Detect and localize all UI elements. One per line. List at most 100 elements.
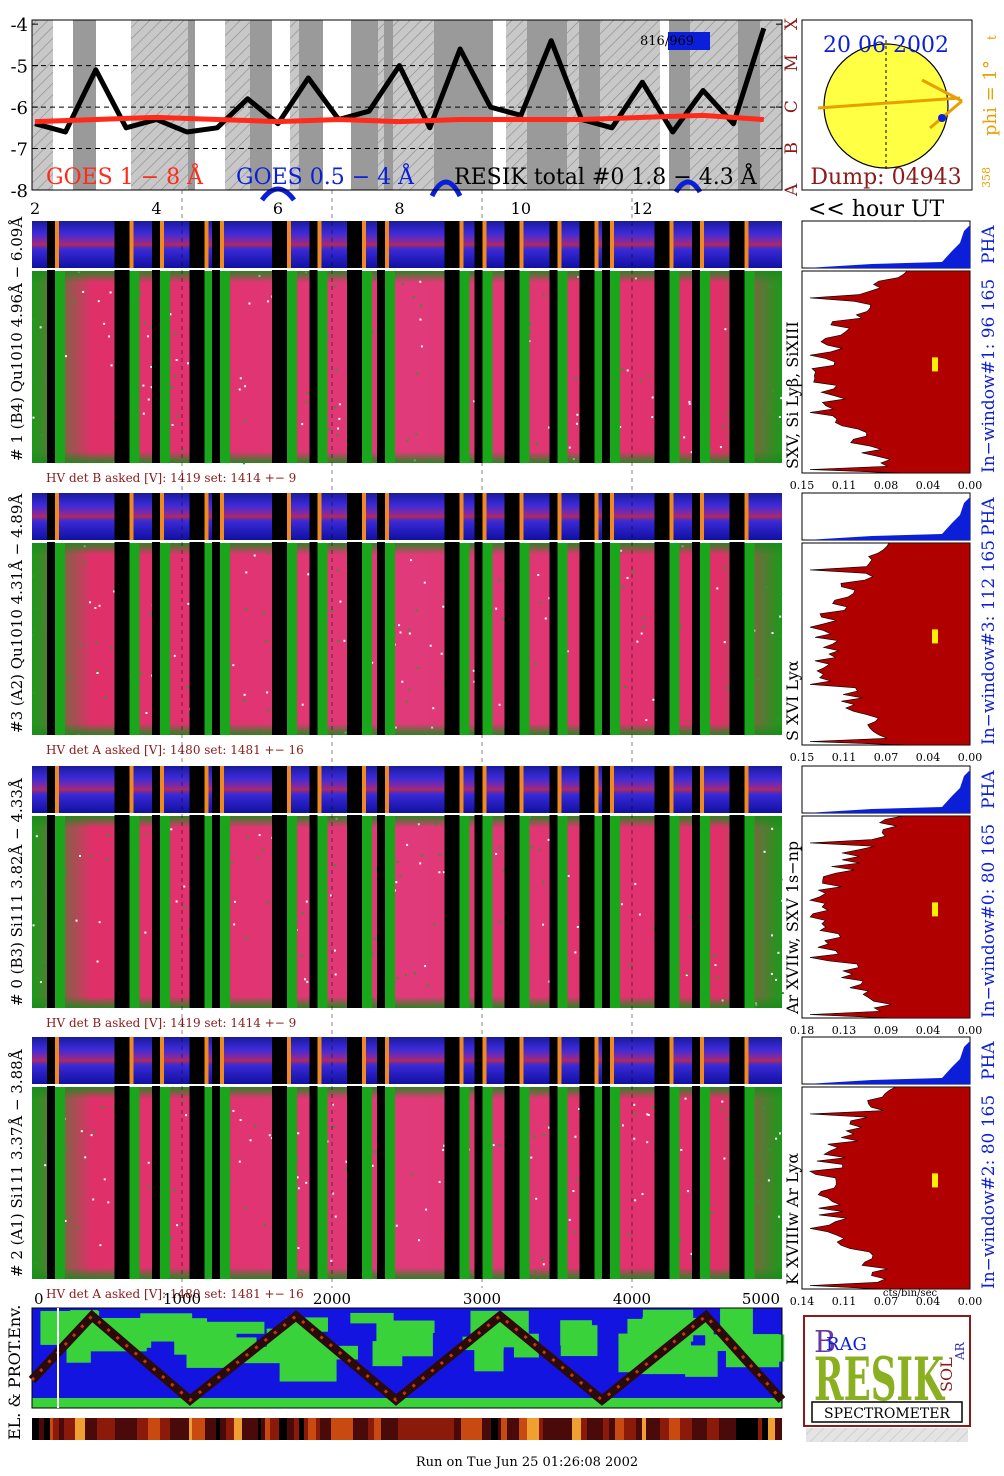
no-data-gap (579, 1037, 595, 1279)
pha-transition (744, 1037, 749, 1084)
profile-x-tick-label: 0.04 (916, 1024, 941, 1037)
environment-strip-cell (356, 1418, 368, 1440)
pha-transition (55, 493, 59, 540)
profile-x-tick-label: 0.07 (874, 1295, 899, 1308)
profile-x-tick-label: 0.07 (874, 751, 899, 764)
bin-x-tick-label: 0 (34, 1290, 44, 1308)
no-data-gap (504, 766, 520, 1008)
green-transition (700, 543, 710, 735)
pha-histogram (806, 497, 970, 540)
green-transition (317, 271, 328, 463)
hv-status: HV det B asked [V]: 1419 set: 1414 +− 9 (46, 471, 296, 485)
green-transition (610, 271, 620, 463)
counter-marker (668, 32, 710, 50)
no-data-gap (444, 766, 460, 1008)
pha-transition (594, 766, 599, 813)
pha-transition (362, 1037, 366, 1084)
green-transition (287, 1087, 297, 1279)
series-goes-short (429, 179, 463, 198)
orbit-shade-band (567, 20, 579, 190)
environment-strip-cell (624, 1418, 636, 1440)
no-data-gap (377, 1037, 385, 1279)
orbit-shade-band (73, 20, 96, 190)
profile-x-tick-label: 0.00 (958, 751, 983, 764)
green-transition (220, 271, 230, 463)
hv-status: HV det B asked [V]: 1419 set: 1414 +− 9 (46, 1016, 296, 1030)
pha-transition (519, 766, 524, 813)
no-data-gap (114, 493, 130, 735)
orbit-shade-band (131, 20, 142, 190)
hour-tick-label: 8 (394, 199, 404, 218)
environment-strip-cell (331, 1418, 334, 1440)
line-identification: SXV, Si Lyβ, SiXIII (783, 321, 802, 469)
environment-strip-cell (279, 1418, 287, 1440)
environment-strip-cell (122, 1418, 132, 1440)
orbit-shade-band (393, 20, 408, 190)
orbit-shade-band (579, 20, 600, 190)
green-transition (287, 271, 297, 463)
environment-strip-cell (431, 1418, 442, 1440)
no-data-gap (272, 493, 287, 735)
pha-transition (610, 493, 614, 540)
orbit-shade-band (669, 20, 690, 190)
orbit-shade-band (600, 20, 617, 190)
no-data-gap (549, 766, 558, 1008)
pha-transition (287, 221, 291, 268)
green-transition (482, 1087, 493, 1279)
green-transition (459, 1087, 470, 1279)
flare-class-label: X (782, 17, 802, 30)
no-data-gap (189, 1037, 205, 1279)
green-transition (459, 543, 470, 735)
environment-strip-cell (320, 1418, 331, 1440)
green-transition (669, 271, 680, 463)
green-transition (557, 1087, 568, 1279)
environment-strip-cell (442, 1418, 454, 1440)
pha-transition (610, 766, 614, 813)
logo-spectrometer: SPECTROMETER (824, 1406, 950, 1422)
environment-strip-cell (220, 1418, 226, 1440)
no-data-gap (504, 221, 520, 463)
bin-x-tick-label: 1000 (163, 1290, 201, 1308)
environment-strip-cell (183, 1418, 189, 1440)
environment-strip-cell (642, 1418, 646, 1440)
goes-y-tick-label: -8 (10, 181, 28, 202)
hour-tick-label: 12 (632, 199, 652, 218)
no-data-gap (47, 1037, 55, 1279)
legend-goes-short: GOES 0.5 − 4 Å (236, 162, 415, 190)
pha-transition (459, 1037, 464, 1084)
no-data-gap (729, 1037, 745, 1279)
profile-x-tick-label: 0.18 (790, 1024, 815, 1037)
no-data-gap (152, 493, 160, 735)
pha-label: PHA (979, 1041, 999, 1080)
green-transition (557, 816, 568, 1008)
environment-strip-cell (234, 1418, 242, 1440)
environment-green-patch (372, 1341, 403, 1367)
pha-transition (594, 221, 599, 268)
hv-status: HV det A asked [V]: 1480 set: 1481 +− 16 (46, 743, 304, 757)
pha-transition (557, 766, 562, 813)
orbit-shade-band (760, 20, 772, 190)
orbit-shade-band (493, 20, 506, 190)
environment-strip-cell (482, 1418, 488, 1440)
environment-strip-cell (205, 1418, 216, 1440)
environment-strip-cell (261, 1418, 265, 1440)
green-transition (160, 271, 170, 463)
environment-strip-cell (381, 1418, 390, 1440)
environment-strip-cell (109, 1418, 115, 1440)
environment-strip-cell (636, 1418, 642, 1440)
green-transition (385, 271, 395, 463)
environment-strip-cell (39, 1418, 44, 1440)
green-transition (204, 816, 215, 1008)
environment-strip-cell (768, 1418, 775, 1440)
environment-strip-cell (725, 1418, 736, 1440)
pha-transition (362, 493, 366, 540)
environment-strip-cell (501, 1418, 507, 1440)
environment-strip-cell (581, 1418, 587, 1440)
green-transition (519, 271, 530, 463)
channel-ylabel: # 0 (B3) Si111 3.82Å − 4.33Å (8, 778, 26, 1006)
no-data-gap (474, 493, 483, 735)
bin-x-tick-label: 5000 (742, 1290, 780, 1308)
pha-transition (459, 221, 464, 268)
profile-x-tick-label: 0.04 (916, 479, 941, 492)
